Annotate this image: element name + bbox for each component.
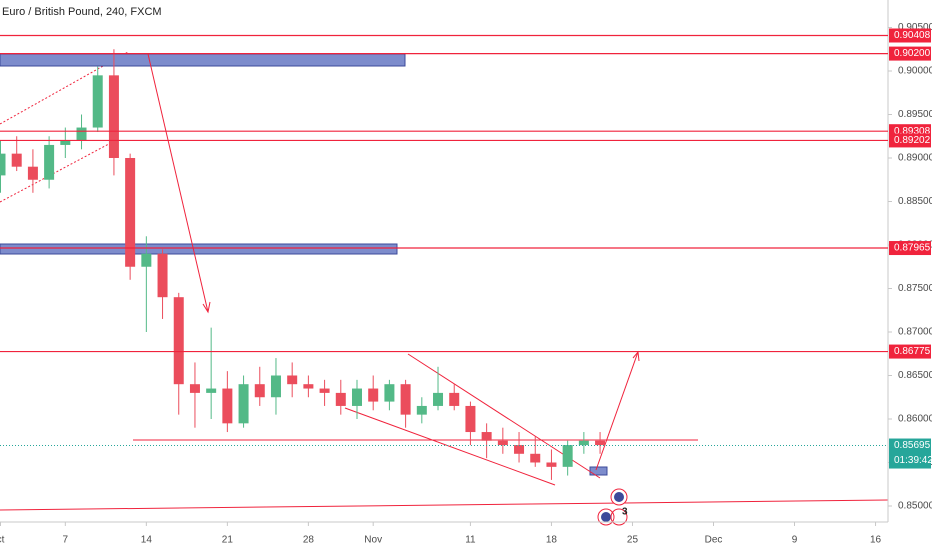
- candle-body: [449, 392, 460, 406]
- last-price-label: 0.85695: [894, 440, 931, 451]
- arrow-head: [202, 301, 211, 314]
- y-tick-label: 0.90500: [898, 22, 932, 33]
- level-label-box: [889, 344, 931, 359]
- x-tick-label: Nov: [364, 535, 382, 546]
- level-label: 0.87965: [894, 243, 931, 254]
- candle-body: [0, 153, 6, 176]
- y-tick-label: 0.87000: [898, 327, 932, 338]
- x-tick-label: Dec: [705, 535, 723, 546]
- y-tick-label: 0.87500: [898, 283, 932, 294]
- y-tick-label: 0.85000: [898, 501, 932, 512]
- event-icon: [601, 512, 611, 522]
- level-label-box: [889, 241, 931, 256]
- candle-body: [206, 388, 217, 393]
- level-label: 0.90200: [894, 48, 931, 59]
- x-tick-label: 14: [141, 535, 153, 546]
- candle-body: [92, 75, 103, 128]
- candle-body: [108, 75, 119, 158]
- level-label: 0.90408: [894, 30, 931, 41]
- channel-line: [0, 51, 129, 125]
- candle-body: [60, 140, 71, 145]
- candle-body: [157, 253, 168, 298]
- y-tick-label: 0.89500: [898, 109, 932, 120]
- candle-body: [44, 144, 55, 180]
- candle-body: [368, 388, 379, 402]
- event-count: 3: [622, 507, 628, 518]
- candle-body: [238, 384, 249, 424]
- candle-body: [335, 392, 346, 406]
- candle-body: [481, 432, 492, 441]
- candle-body: [173, 297, 184, 385]
- candle-body: [141, 253, 152, 267]
- level-label: 0.89202: [894, 135, 931, 146]
- candle-body: [400, 384, 411, 415]
- candle-body: [562, 445, 573, 467]
- candle-body: [222, 388, 233, 424]
- drawings: 3: [0, 51, 889, 526]
- candle-body: [319, 388, 330, 393]
- x-tick-label: 9: [792, 535, 798, 546]
- zone: [0, 53, 406, 67]
- candle-body: [546, 462, 557, 467]
- zone: [0, 243, 398, 255]
- y-tick-label: 0.89000: [898, 153, 932, 164]
- candle-body: [416, 405, 427, 415]
- candle-body: [11, 153, 22, 167]
- candle-body: [125, 157, 136, 267]
- zone: [589, 466, 608, 476]
- candle-body: [351, 388, 362, 406]
- candle-body: [27, 166, 38, 180]
- trend-line: [0, 499, 889, 511]
- candle-body: [189, 384, 200, 393]
- y-tick-label: 0.86000: [898, 414, 932, 425]
- level-label-box: [889, 28, 931, 43]
- level-label: 0.89308: [894, 126, 931, 137]
- candle-body: [514, 445, 525, 454]
- event-icon: [610, 508, 628, 526]
- candle-body: [270, 375, 281, 398]
- x-tick-label: 25: [627, 535, 639, 546]
- candle-body: [384, 384, 395, 402]
- candle-body: [578, 440, 589, 446]
- x-tick-label: 18: [546, 535, 558, 546]
- x-tick-label: 11: [465, 535, 476, 546]
- last-price-box: [889, 438, 931, 469]
- candle-body: [530, 453, 541, 463]
- candle-body: [254, 384, 265, 398]
- candle-body: [465, 405, 476, 433]
- x-tick-label: 16: [870, 535, 882, 546]
- level-label: 0.86775: [894, 346, 931, 357]
- arrow: [595, 351, 639, 471]
- level-label-box: [889, 46, 931, 61]
- countdown: 01:39:42: [894, 455, 932, 466]
- x-tick-label: 7: [63, 535, 69, 546]
- wedge-line: [344, 407, 556, 486]
- candle-body: [433, 392, 444, 406]
- chart-title: Euro / British Pound, 240, FXCM: [2, 6, 162, 18]
- channel-line: [0, 137, 121, 203]
- x-tick-label: ct: [0, 535, 5, 546]
- level-label-box: [889, 133, 931, 148]
- y-tick-label: 0.88500: [898, 196, 932, 207]
- candle-body: [595, 440, 606, 446]
- x-tick-label: 28: [303, 535, 315, 546]
- event-icon: [614, 492, 624, 502]
- y-tick-label: 0.90000: [898, 66, 932, 77]
- candle-body: [303, 384, 314, 389]
- candle-body: [76, 127, 87, 141]
- candle-body: [497, 440, 508, 446]
- y-tick-label: 0.86500: [898, 370, 932, 381]
- arrow: [147, 53, 209, 313]
- x-tick-label: 21: [222, 535, 234, 546]
- candle-body: [287, 375, 298, 385]
